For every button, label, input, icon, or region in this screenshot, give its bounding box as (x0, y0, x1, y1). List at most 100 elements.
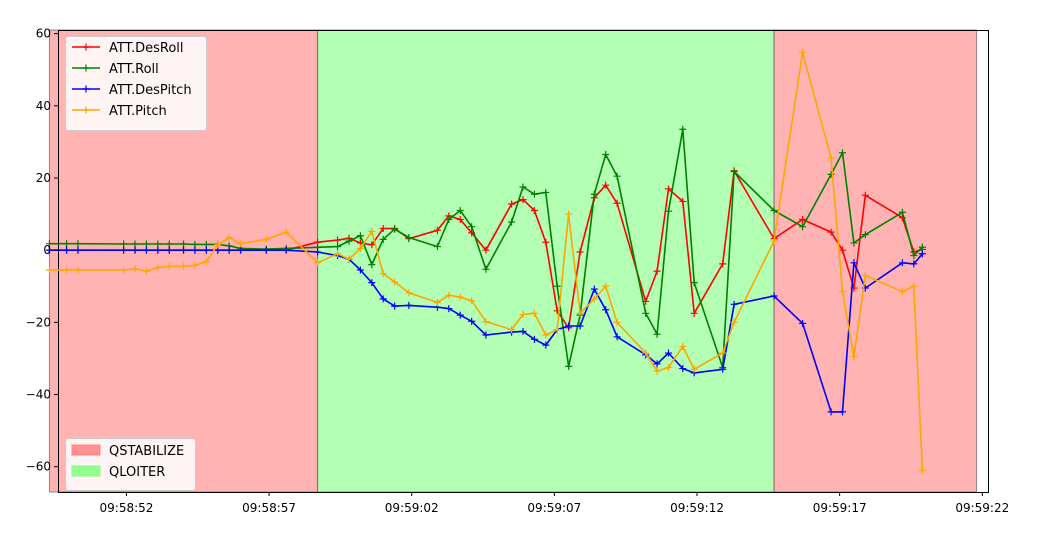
legend-marker-att-roll (82, 64, 90, 72)
series-point-att-pitch (314, 259, 322, 267)
x-axis: 09:58:52 09:58:57 09:59:02 09:59:07 09:59:12… (100, 492, 1009, 515)
series-point-att-pitch (131, 265, 139, 273)
series-point-att-pitch (508, 326, 516, 334)
series-point-att-roll (770, 206, 778, 214)
series-point-att-desroll (827, 228, 835, 236)
series-point-att-desroll (456, 215, 464, 223)
series-point-att-pitch (679, 343, 687, 351)
series-point-att-despitch (74, 246, 82, 254)
legend-label-att-roll: ATT.Roll (109, 62, 159, 77)
plot-frame-border (58, 30, 989, 493)
series-point-att-roll (142, 240, 150, 248)
series-point-att-despitch (898, 259, 906, 267)
series-point-att-pitch (120, 266, 128, 274)
series-point-att-desroll (379, 225, 387, 233)
series-point-att-despitch (653, 360, 661, 368)
series-point-att-roll (827, 170, 835, 178)
series-point-att-pitch (405, 289, 413, 297)
legend-label-att-pitch: ATT.Pitch (109, 104, 167, 119)
series-point-att-pitch (180, 262, 188, 270)
series-point-att-pitch (839, 288, 847, 296)
y-axis: −60 −40 −20 0 20 40 60 (26, 27, 58, 474)
series-point-att-desroll (839, 246, 847, 254)
series-point-att-pitch (530, 309, 538, 317)
series-point-att-pitch (542, 331, 550, 339)
series-point-att-pitch (898, 288, 906, 296)
series-point-att-roll (799, 223, 807, 231)
series-point-att-despitch (799, 319, 807, 327)
series-point-att-despitch (664, 349, 672, 357)
series-point-att-roll (508, 218, 516, 226)
series-point-att-pitch (602, 282, 610, 290)
series-point-att-desroll (576, 248, 584, 256)
legend-swatch-qloiter (71, 465, 101, 477)
legend-marker-att-desroll (82, 43, 90, 51)
series-point-att-pitch (165, 262, 173, 270)
series-point-att-despitch (165, 246, 173, 254)
series-point-att-despitch (445, 305, 453, 313)
series-point-att-roll (180, 240, 188, 248)
series-point-att-pitch (433, 299, 441, 307)
x-tick-label: 09:59:17 (813, 501, 867, 515)
series-point-att-roll (63, 240, 71, 248)
series-point-att-pitch (642, 349, 650, 357)
series-point-att-roll (368, 261, 376, 269)
series-point-att-desroll (719, 260, 727, 268)
series-point-att-desroll (690, 309, 698, 317)
series-point-att-roll (690, 279, 698, 287)
series-point-att-pitch (730, 318, 738, 326)
y-tick-label: −60 (26, 460, 51, 474)
series-point-att-roll (590, 190, 598, 198)
series-point-att-desroll (542, 238, 550, 246)
series-point-att-desroll (482, 246, 490, 254)
series-point-att-pitch (827, 154, 835, 162)
series-point-att-desroll (334, 236, 342, 244)
series-point-att-despitch (237, 246, 245, 254)
series-point-att-pitch (719, 349, 727, 357)
series-point-att-pitch (45, 266, 53, 274)
series-point-att-despitch (142, 246, 150, 254)
series-point-att-despitch (719, 365, 727, 373)
series-point-att-roll (334, 243, 342, 251)
series-point-att-roll (839, 149, 847, 157)
series-point-att-roll (898, 208, 906, 216)
series-point-att-pitch (368, 227, 376, 235)
series-point-att-despitch (730, 300, 738, 308)
series-point-att-despitch (154, 246, 162, 254)
legend-marker-att-despitch (82, 85, 90, 93)
y-tick-label: 0 (43, 243, 51, 257)
series-point-att-despitch (131, 246, 139, 254)
series-point-att-roll (653, 330, 661, 338)
series-point-att-pitch (576, 309, 584, 317)
series-point-att-despitch (368, 279, 376, 287)
series-point-att-despitch (918, 250, 926, 258)
series-point-att-desroll (613, 199, 621, 207)
legend-swatch-qstabilize (71, 444, 101, 456)
series-point-att-roll (45, 240, 53, 248)
y-tick-label: 40 (36, 99, 51, 113)
series-point-att-despitch (262, 246, 270, 254)
series-point-att-pitch (613, 318, 621, 326)
series-point-att-pitch (468, 297, 476, 305)
series-point-att-despitch (391, 302, 399, 310)
y-tick-label: −20 (26, 315, 51, 329)
series-point-att-roll (154, 240, 162, 248)
series-point-att-pitch (63, 266, 71, 274)
series-point-att-roll (445, 215, 453, 223)
series-point-att-despitch (613, 333, 621, 341)
legend-marker-att-pitch (82, 106, 90, 114)
y-tick-label: 20 (36, 171, 51, 185)
series-point-att-despitch (590, 285, 598, 293)
series-point-att-despitch (282, 246, 290, 254)
series-point-att-pitch (225, 234, 233, 242)
series-point-att-roll (405, 234, 413, 242)
series-point-att-desroll (530, 206, 538, 214)
series-point-att-pitch (553, 326, 561, 334)
series-point-att-despitch (839, 408, 847, 416)
series-point-att-desroll (508, 200, 516, 208)
series-point-att-despitch (456, 311, 464, 319)
series-point-att-roll (850, 239, 858, 247)
series-point-att-roll (433, 243, 441, 251)
series-point-att-despitch (542, 341, 550, 349)
